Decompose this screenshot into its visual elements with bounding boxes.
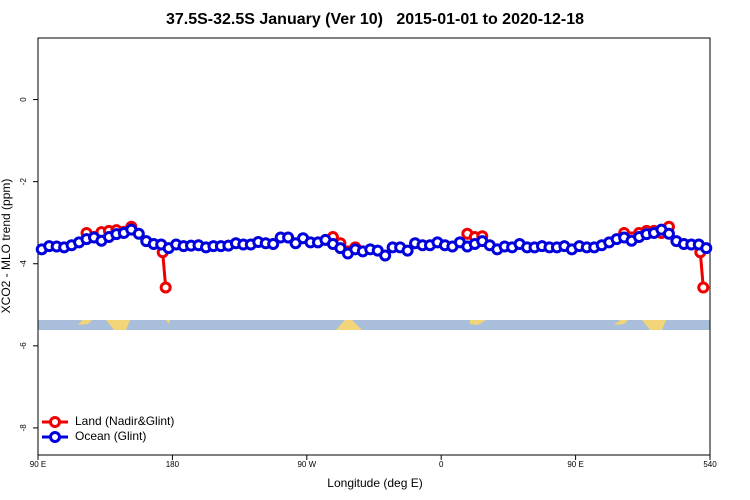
chart-title: 37.5S-32.5S January (Ver 10) 2015-01-01 … (166, 11, 584, 28)
series (80, 220, 710, 294)
data-point (132, 227, 145, 240)
legend-label: Land (Nadir&Glint) (75, 414, 174, 428)
series (35, 223, 713, 262)
legend-marker (49, 431, 61, 443)
data-point (282, 231, 295, 244)
map-strip (38, 320, 710, 330)
legend: Land (Nadir&Glint)Ocean (Glint) (42, 414, 174, 443)
y-tick-label: -2 (19, 178, 28, 186)
data-point (334, 242, 347, 255)
y-axis-label: XCO2 - MLO trend (ppm) (0, 179, 13, 314)
x-tick-label: 90 W (297, 460, 316, 469)
data-point (267, 238, 280, 251)
x-tick-label: 90 E (567, 460, 583, 469)
x-tick-label: 0 (439, 460, 444, 469)
data-point (379, 249, 392, 262)
data-point (662, 227, 675, 240)
data-point (700, 242, 713, 255)
y-tick-label: 0 (19, 97, 28, 102)
y-tick-label: -4 (19, 260, 28, 268)
data-point (697, 281, 710, 294)
y-tick-label: -6 (19, 342, 28, 350)
legend-marker (49, 416, 61, 428)
data-point (401, 244, 414, 257)
x-axis-label: Longitude (deg E) (327, 476, 422, 490)
x-tick-label: 540 (703, 460, 717, 469)
y-tick-label: -8 (19, 424, 28, 432)
x-tick-label: 180 (166, 460, 180, 469)
legend-label: Ocean (Glint) (75, 429, 146, 443)
data-point (159, 281, 172, 294)
x-tick-label: 90 E (30, 460, 46, 469)
